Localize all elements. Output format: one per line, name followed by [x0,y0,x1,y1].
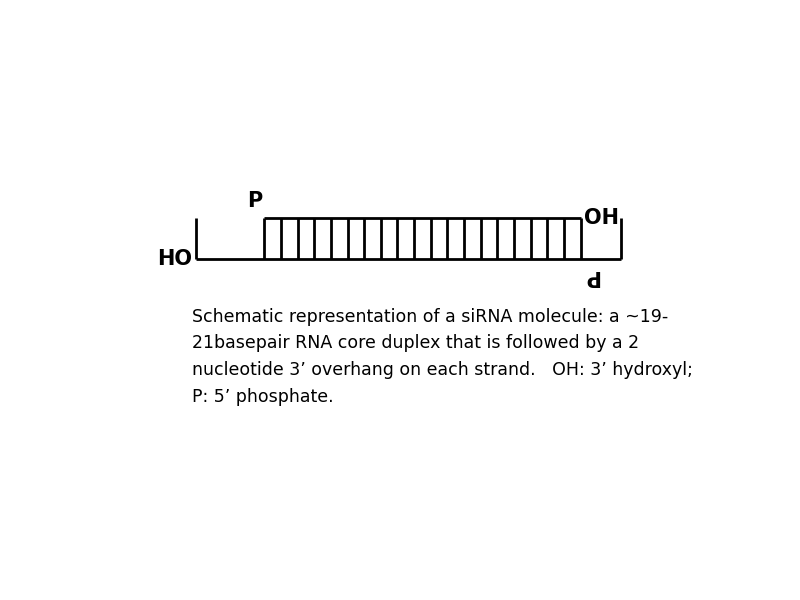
Text: nucleotide 3’ overhang on each strand.   OH: 3’ hydroxyl;: nucleotide 3’ overhang on each strand. O… [192,361,693,379]
Text: HO: HO [157,249,192,269]
Text: P: P [584,266,599,286]
Text: Schematic representation of a siRNA molecule: a ~19-: Schematic representation of a siRNA mole… [192,308,668,326]
Text: 21basepair RNA core duplex that is followed by a 2: 21basepair RNA core duplex that is follo… [192,334,639,352]
Text: OH: OH [584,208,618,227]
Text: P: P [247,191,262,211]
Text: P: 5’ phosphate.: P: 5’ phosphate. [192,388,334,406]
